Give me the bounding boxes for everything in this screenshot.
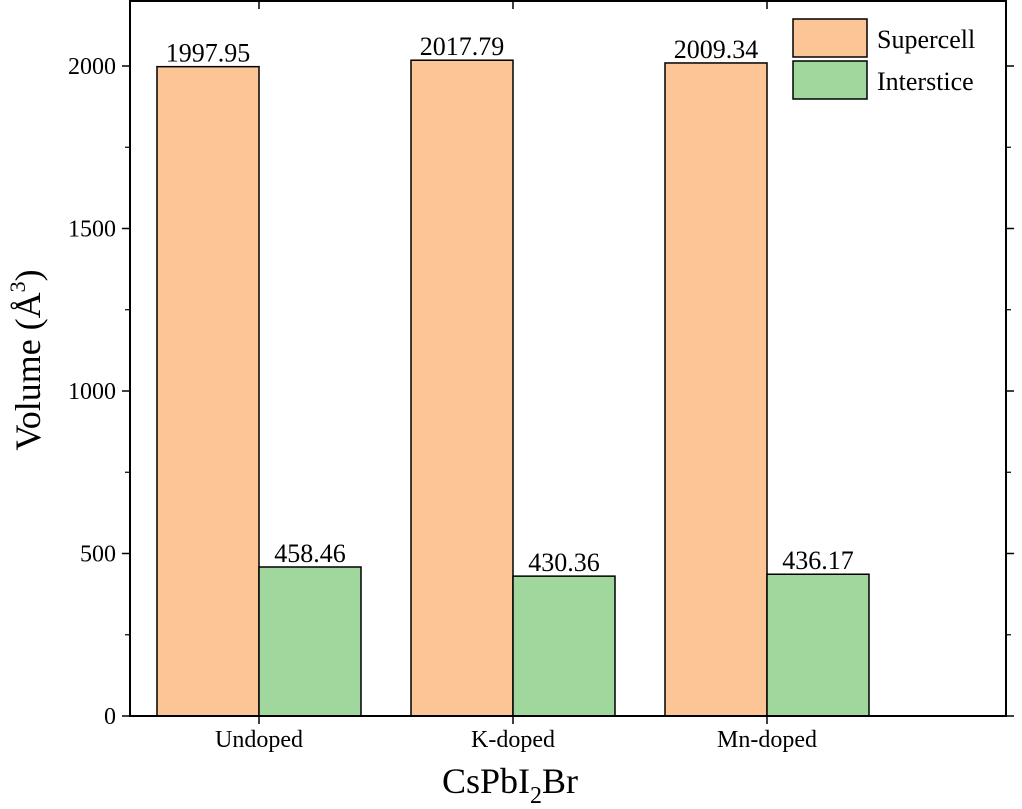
data-label-interstice-undoped: 458.46 (274, 539, 346, 568)
bar-interstice-undoped (258, 566, 362, 717)
y-tick-label: 1000 (68, 379, 116, 405)
x-tick-label: Mn-doped (717, 727, 817, 753)
plot-frame (129, 0, 1007, 717)
y-tick-label: 2000 (68, 54, 116, 80)
legend-swatch-interstice (792, 60, 868, 100)
ticks-layer: Undoped K-doped Mn-doped 0 500 1000 1500 2000 (68, 1, 1014, 753)
data-label-interstice-k-doped: 430.36 (528, 548, 600, 577)
bar-supercell-undoped (156, 65, 260, 717)
bar-interstice-k-doped (512, 575, 616, 717)
data-labels-layer: 1997.95 458.46 2017.79 430.36 2009.34 436.17 (166, 32, 854, 577)
legend-swatch-supercell (792, 18, 868, 58)
legend-label-supercell: Supercell (877, 25, 975, 54)
y-tick-label: 1500 (68, 217, 116, 243)
data-label-supercell-mn-doped: 2009.34 (674, 35, 759, 64)
data-label-supercell-k-doped: 2017.79 (420, 32, 505, 61)
data-label-interstice-mn-doped: 436.17 (782, 546, 854, 575)
data-label-supercell-undoped: 1997.95 (166, 39, 251, 68)
bar-supercell-k-doped (410, 59, 514, 717)
x-tick-label: K-doped (471, 727, 555, 753)
x-axis-title: CsPbI2Br (442, 761, 578, 809)
legend-label-interstice: Interstice (877, 67, 974, 96)
y-tick-label: 500 (80, 542, 116, 568)
x-tick-label: Undoped (215, 727, 303, 753)
y-axis-title: Volume (Å3) (5, 269, 48, 450)
y-tick-label: 0 (104, 704, 116, 730)
bar-interstice-mn-doped (766, 573, 870, 717)
bar-supercell-mn-doped (664, 62, 768, 717)
bars-layer (156, 59, 870, 717)
legend: Supercell Interstice (792, 18, 975, 100)
